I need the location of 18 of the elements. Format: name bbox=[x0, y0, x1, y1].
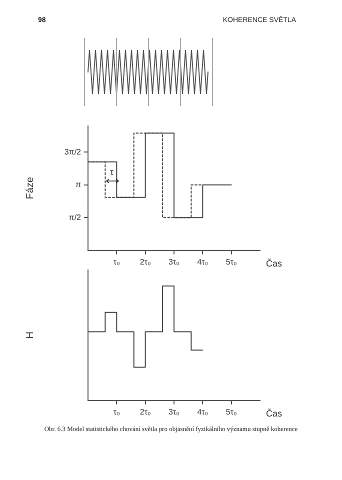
x-tick-label: 5τ₀ bbox=[226, 407, 237, 416]
y-axis-title: H bbox=[24, 332, 36, 339]
x-tick-label: τ₀ bbox=[113, 257, 120, 266]
x-tick-label: 2τ₀ bbox=[140, 257, 151, 266]
y-tick-label: π bbox=[75, 180, 82, 190]
x-tick-label: 4τ₀ bbox=[197, 407, 208, 416]
x-tick-label: 3τ₀ bbox=[168, 257, 180, 266]
annotation: τ bbox=[110, 167, 114, 177]
x-axis-title: Čas bbox=[266, 258, 283, 268]
x-tick-label: 2τ₀ bbox=[140, 407, 151, 416]
y-tick-label: π/2 bbox=[68, 212, 82, 222]
y-tick-label: 3π/2 bbox=[64, 147, 82, 156]
y-axis-title: Fáze bbox=[24, 176, 36, 200]
x-tick-label: 3τ₀ bbox=[168, 407, 180, 416]
x-axis-title: Čas bbox=[266, 408, 283, 418]
x-tick-label: τ₀ bbox=[113, 407, 120, 416]
x-tick-label: 5τ₀ bbox=[226, 257, 237, 266]
x-tick-label: 4τ₀ bbox=[197, 257, 208, 266]
